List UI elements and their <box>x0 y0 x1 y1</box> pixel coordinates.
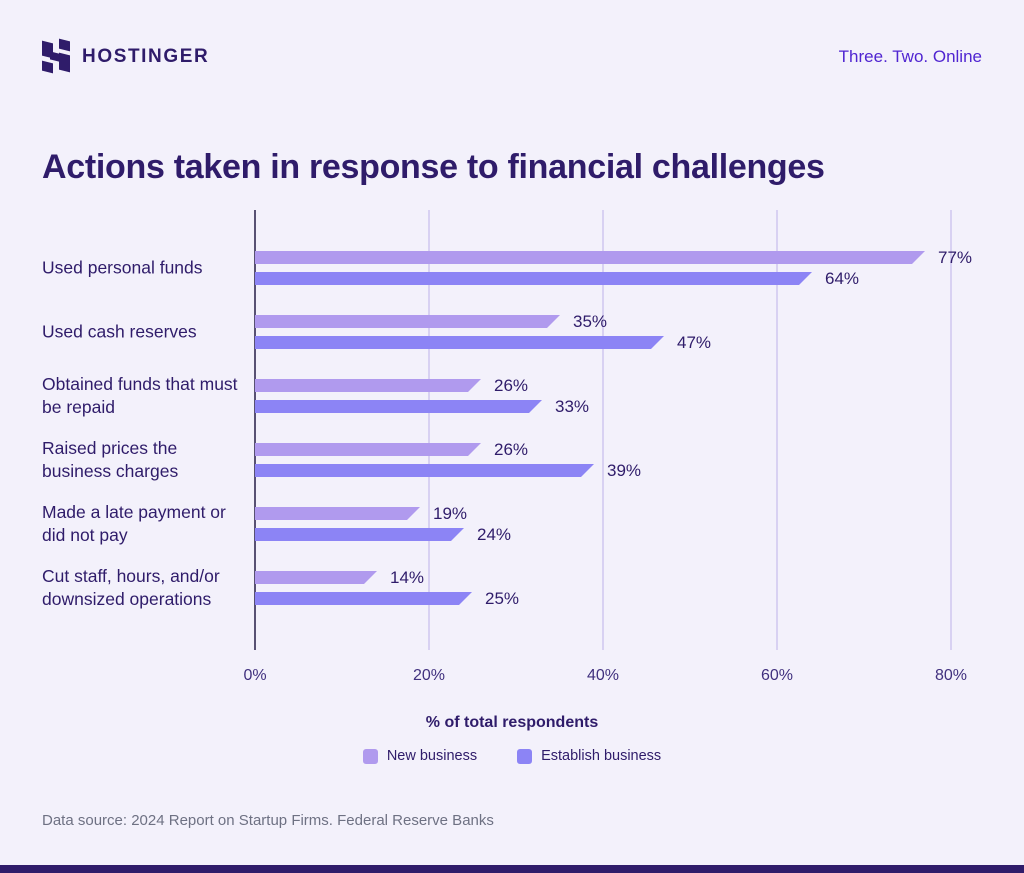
bar-new-business <box>255 251 925 264</box>
bar-establish-business <box>255 528 464 541</box>
legend-item: New business <box>362 748 478 764</box>
x-axis-tick: 0% <box>243 667 267 684</box>
bar-establish-business <box>255 272 812 285</box>
brand-name: HOSTINGER <box>82 46 210 67</box>
value-label: 26% <box>494 440 529 459</box>
category-label: Made a late payment or did not pay <box>42 502 226 545</box>
value-label: 25% <box>485 589 520 608</box>
x-axis-tick: 80% <box>934 667 968 684</box>
value-label: 47% <box>677 333 712 352</box>
value-label: 33% <box>555 397 590 416</box>
legend-label: Establish business <box>541 748 662 764</box>
value-label: 64% <box>825 269 860 288</box>
x-axis-tick: 20% <box>412 667 446 684</box>
bar-new-business <box>255 571 377 584</box>
bar-new-business <box>255 507 420 520</box>
x-axis-tick: 40% <box>586 667 620 684</box>
header: HOSTINGER Three. Two. Online <box>42 38 982 76</box>
value-label: 26% <box>494 376 529 395</box>
x-axis-label: % of total respondents <box>425 714 599 731</box>
hostinger-logo: HOSTINGER <box>42 38 210 74</box>
category-label: Used cash reserves <box>42 321 197 342</box>
brand-tagline: Three. Two. Online <box>838 47 982 66</box>
bar-new-business <box>255 443 481 456</box>
value-label: 39% <box>607 461 642 480</box>
grid-line <box>428 210 430 650</box>
value-label: 24% <box>477 525 512 544</box>
category-label: Cut staff, hours, and/or downsized opera… <box>42 566 220 609</box>
y-axis-line <box>254 210 256 650</box>
legend-swatch-establish-business <box>517 748 533 764</box>
grid-line <box>950 210 952 650</box>
legend: New business Establish business <box>0 748 1024 764</box>
bar-establish-business <box>255 464 594 477</box>
value-label: 19% <box>433 504 468 523</box>
x-axis-tick: 60% <box>760 667 794 684</box>
bar-establish-business <box>255 400 542 413</box>
bar-establish-business <box>255 592 472 605</box>
category-label: Raised prices the business charges <box>42 438 179 481</box>
value-label: 14% <box>390 568 425 587</box>
data-source: Data source: 2024 Report on Startup Firm… <box>42 812 494 829</box>
legend-item: Establish business <box>517 748 661 764</box>
category-label: Used personal funds <box>42 257 203 278</box>
grid-line <box>602 210 604 650</box>
legend-swatch-new-business <box>362 748 378 764</box>
page-title: Actions taken in response to financial c… <box>42 147 825 186</box>
bar-new-business <box>255 379 481 392</box>
bar-establish-business <box>255 336 664 349</box>
value-label: 35% <box>573 312 608 331</box>
bar-new-business <box>255 315 560 328</box>
legend-label: New business <box>386 748 478 764</box>
footer-bar <box>0 865 1024 873</box>
category-label: Obtained funds that must be repaid <box>42 374 238 417</box>
grid-line <box>776 210 778 650</box>
value-label: 77% <box>938 248 973 267</box>
